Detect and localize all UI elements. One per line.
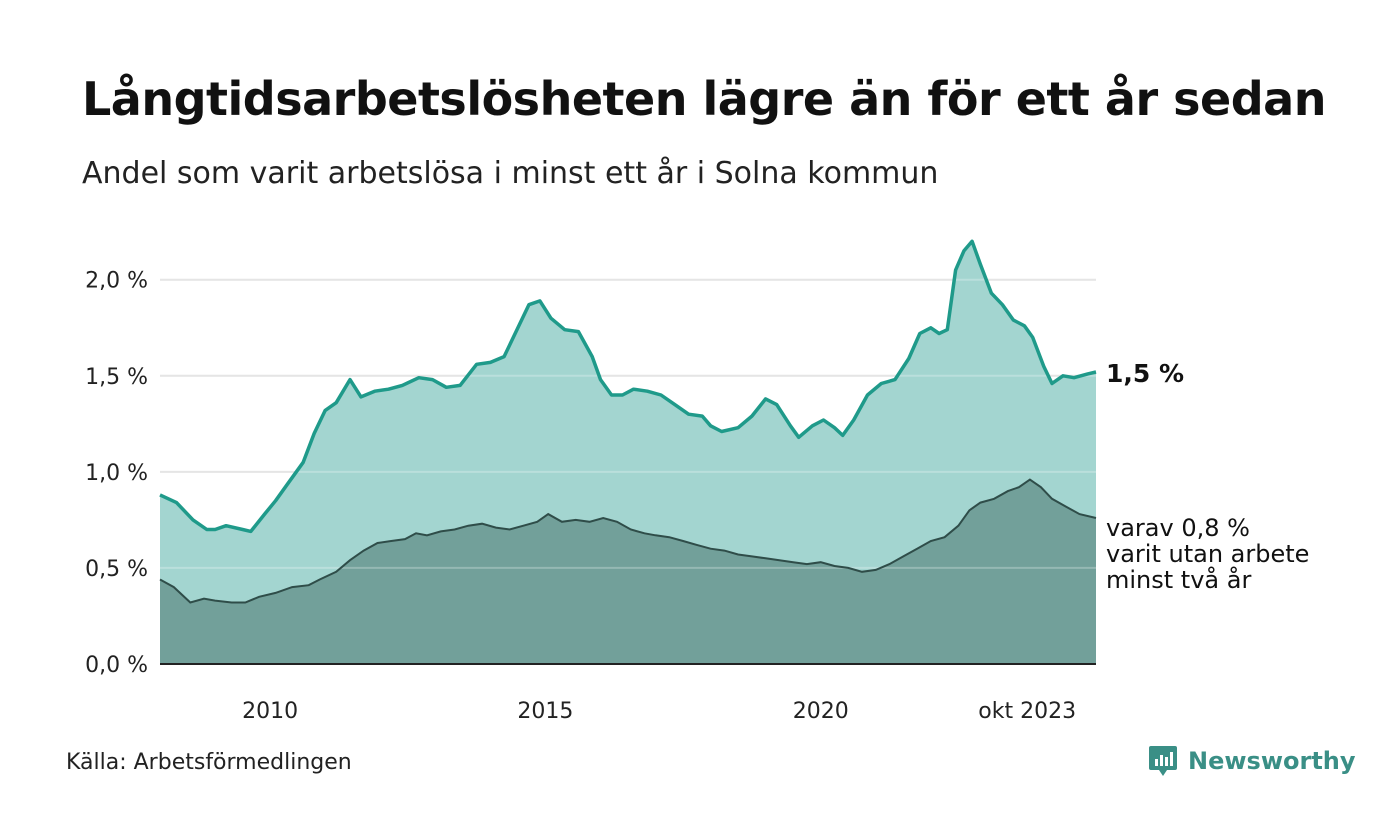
y-tick-label: 1,5 % [85,365,148,390]
x-tick-label: 2015 [517,699,573,724]
y-tick-label: 1,0 % [85,461,148,486]
brand: Newsworthy [1148,744,1356,778]
series-end-label-long-term: 1,5 % [1106,359,1184,388]
x-tick-label: 2020 [793,699,849,724]
series-end-label-two-years: varav 0,8 % [1106,514,1250,542]
y-tick-label: 0,5 % [85,557,148,582]
chart-subtitle: Andel som varit arbetslösa i minst ett å… [82,156,939,191]
series-line-long-term [159,239,1097,534]
series-line-two-years [159,478,1097,604]
series-end-label-two-years: varit utan arbete [1106,540,1309,568]
y-tick-label: 2,0 % [85,269,148,294]
x-tick-label: okt 2023 [978,699,1076,724]
series-area-two-years [160,479,1096,664]
x-tick-label: 2010 [242,699,298,724]
y-tick-label: 0,0 % [85,653,148,678]
brand-name: Newsworthy [1188,747,1356,775]
chart-title: Långtidsarbetslösheten lägre än för ett … [82,72,1326,126]
newsworthy-logo-icon [1149,746,1177,776]
series-end-label-two-years: minst två år [1106,565,1251,594]
source-label: Källa: Arbetsförmedlingen [66,750,352,775]
area-chart: 0,0 % 0,5 % 1,0 % 1,5 % 2,0 % 2010 2015 2020 okt… [85,239,1309,724]
